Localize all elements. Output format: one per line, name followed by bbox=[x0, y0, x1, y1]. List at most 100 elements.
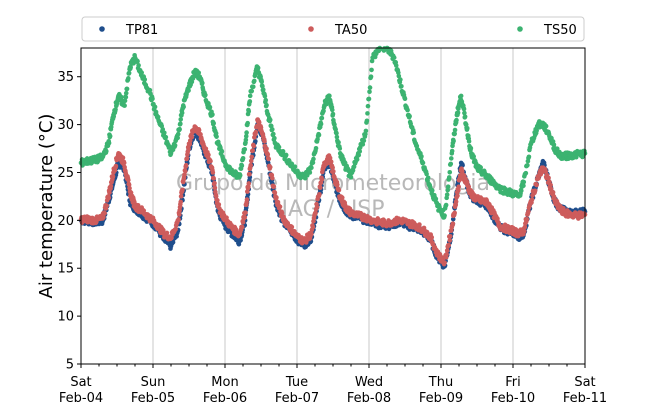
series-TA50 bbox=[78, 117, 588, 267]
data-point bbox=[246, 184, 251, 190]
x-tick-date-label: Feb-04 bbox=[59, 391, 103, 406]
data-point bbox=[247, 171, 252, 177]
data-point bbox=[313, 210, 318, 216]
data-point bbox=[405, 107, 410, 113]
data-point bbox=[365, 103, 371, 109]
data-point bbox=[526, 154, 532, 160]
data-point bbox=[200, 80, 205, 86]
data-point bbox=[262, 93, 268, 99]
data-point bbox=[407, 113, 412, 119]
data-point bbox=[177, 208, 182, 213]
data-point bbox=[206, 152, 211, 158]
data-point bbox=[445, 187, 450, 193]
data-point bbox=[136, 63, 141, 68]
x-tick-date-label: Feb-10 bbox=[491, 391, 535, 406]
data-point bbox=[104, 148, 109, 154]
data-point bbox=[289, 224, 295, 230]
x-tick-date-label: Feb-09 bbox=[419, 391, 463, 406]
data-point bbox=[369, 67, 374, 73]
data-point bbox=[330, 111, 336, 117]
y-axis-ticks: 5 10 15 20 25 30 35 bbox=[57, 70, 81, 373]
data-point bbox=[243, 210, 248, 215]
data-point bbox=[455, 193, 460, 199]
data-point bbox=[262, 138, 267, 144]
data-point bbox=[152, 104, 158, 110]
data-point bbox=[443, 202, 449, 208]
data-point bbox=[214, 134, 219, 139]
y-tick-label: 15 bbox=[57, 262, 74, 277]
data-point bbox=[458, 93, 464, 99]
data-point bbox=[274, 195, 279, 200]
data-point bbox=[313, 146, 319, 151]
data-point bbox=[124, 86, 130, 92]
data-point bbox=[122, 103, 127, 108]
data-point bbox=[356, 152, 362, 158]
data-point bbox=[249, 88, 255, 94]
data-point bbox=[446, 175, 452, 180]
data-point bbox=[247, 93, 253, 99]
legend-marker bbox=[99, 26, 105, 32]
data-point bbox=[521, 179, 527, 185]
data-point bbox=[524, 216, 530, 222]
data-point bbox=[183, 162, 189, 168]
data-point bbox=[178, 194, 184, 199]
data-point bbox=[461, 106, 467, 112]
data-point bbox=[420, 160, 426, 166]
data-point bbox=[442, 260, 447, 265]
data-point bbox=[329, 107, 335, 113]
data-point bbox=[429, 235, 435, 240]
data-point bbox=[398, 77, 403, 82]
x-tick-day-label: Tue bbox=[285, 375, 308, 390]
data-point bbox=[184, 156, 190, 161]
data-point bbox=[425, 175, 431, 181]
data-point bbox=[495, 216, 500, 222]
data-point bbox=[178, 199, 184, 205]
data-point bbox=[272, 135, 277, 141]
data-point bbox=[203, 146, 209, 152]
data-point bbox=[245, 189, 250, 194]
data-point bbox=[164, 230, 170, 236]
data-point bbox=[328, 159, 334, 165]
data-point bbox=[357, 149, 363, 154]
data-point bbox=[363, 128, 369, 134]
data-point bbox=[451, 138, 456, 144]
x-tick-date-label: Feb-06 bbox=[203, 391, 247, 406]
data-point bbox=[245, 120, 250, 126]
data-point bbox=[466, 139, 472, 144]
x-tick-day-label: Wed bbox=[355, 375, 383, 390]
legend-marker bbox=[517, 26, 523, 32]
data-point bbox=[309, 231, 314, 237]
data-point bbox=[310, 160, 316, 165]
data-point bbox=[272, 190, 278, 196]
data-point bbox=[271, 131, 276, 137]
data-point bbox=[176, 212, 182, 217]
data-point bbox=[196, 70, 202, 75]
data-point bbox=[523, 170, 529, 176]
data-point bbox=[318, 121, 324, 127]
data-point bbox=[155, 114, 161, 120]
data-point bbox=[331, 169, 336, 174]
data-point bbox=[321, 108, 326, 114]
x-tick-date-label: Feb-11 bbox=[563, 391, 607, 406]
data-point bbox=[448, 161, 454, 167]
x-tick-date-label: Feb-07 bbox=[275, 391, 319, 406]
data-point bbox=[139, 70, 144, 75]
data-point bbox=[169, 235, 174, 241]
data-point bbox=[292, 164, 298, 169]
data-point bbox=[108, 183, 114, 189]
data-point bbox=[424, 171, 429, 177]
data-point bbox=[175, 131, 181, 137]
data-point bbox=[251, 143, 257, 149]
data-point bbox=[113, 163, 119, 169]
data-point bbox=[208, 158, 213, 164]
data-point bbox=[526, 209, 531, 214]
data-point bbox=[240, 155, 246, 161]
data-point bbox=[330, 165, 335, 170]
y-axis-label: Air temperature (°C) bbox=[36, 114, 57, 299]
data-point bbox=[170, 239, 176, 245]
data-point bbox=[126, 76, 131, 81]
data-point bbox=[546, 175, 551, 181]
x-tick-date-label: Feb-08 bbox=[347, 391, 391, 406]
data-point bbox=[224, 215, 229, 220]
